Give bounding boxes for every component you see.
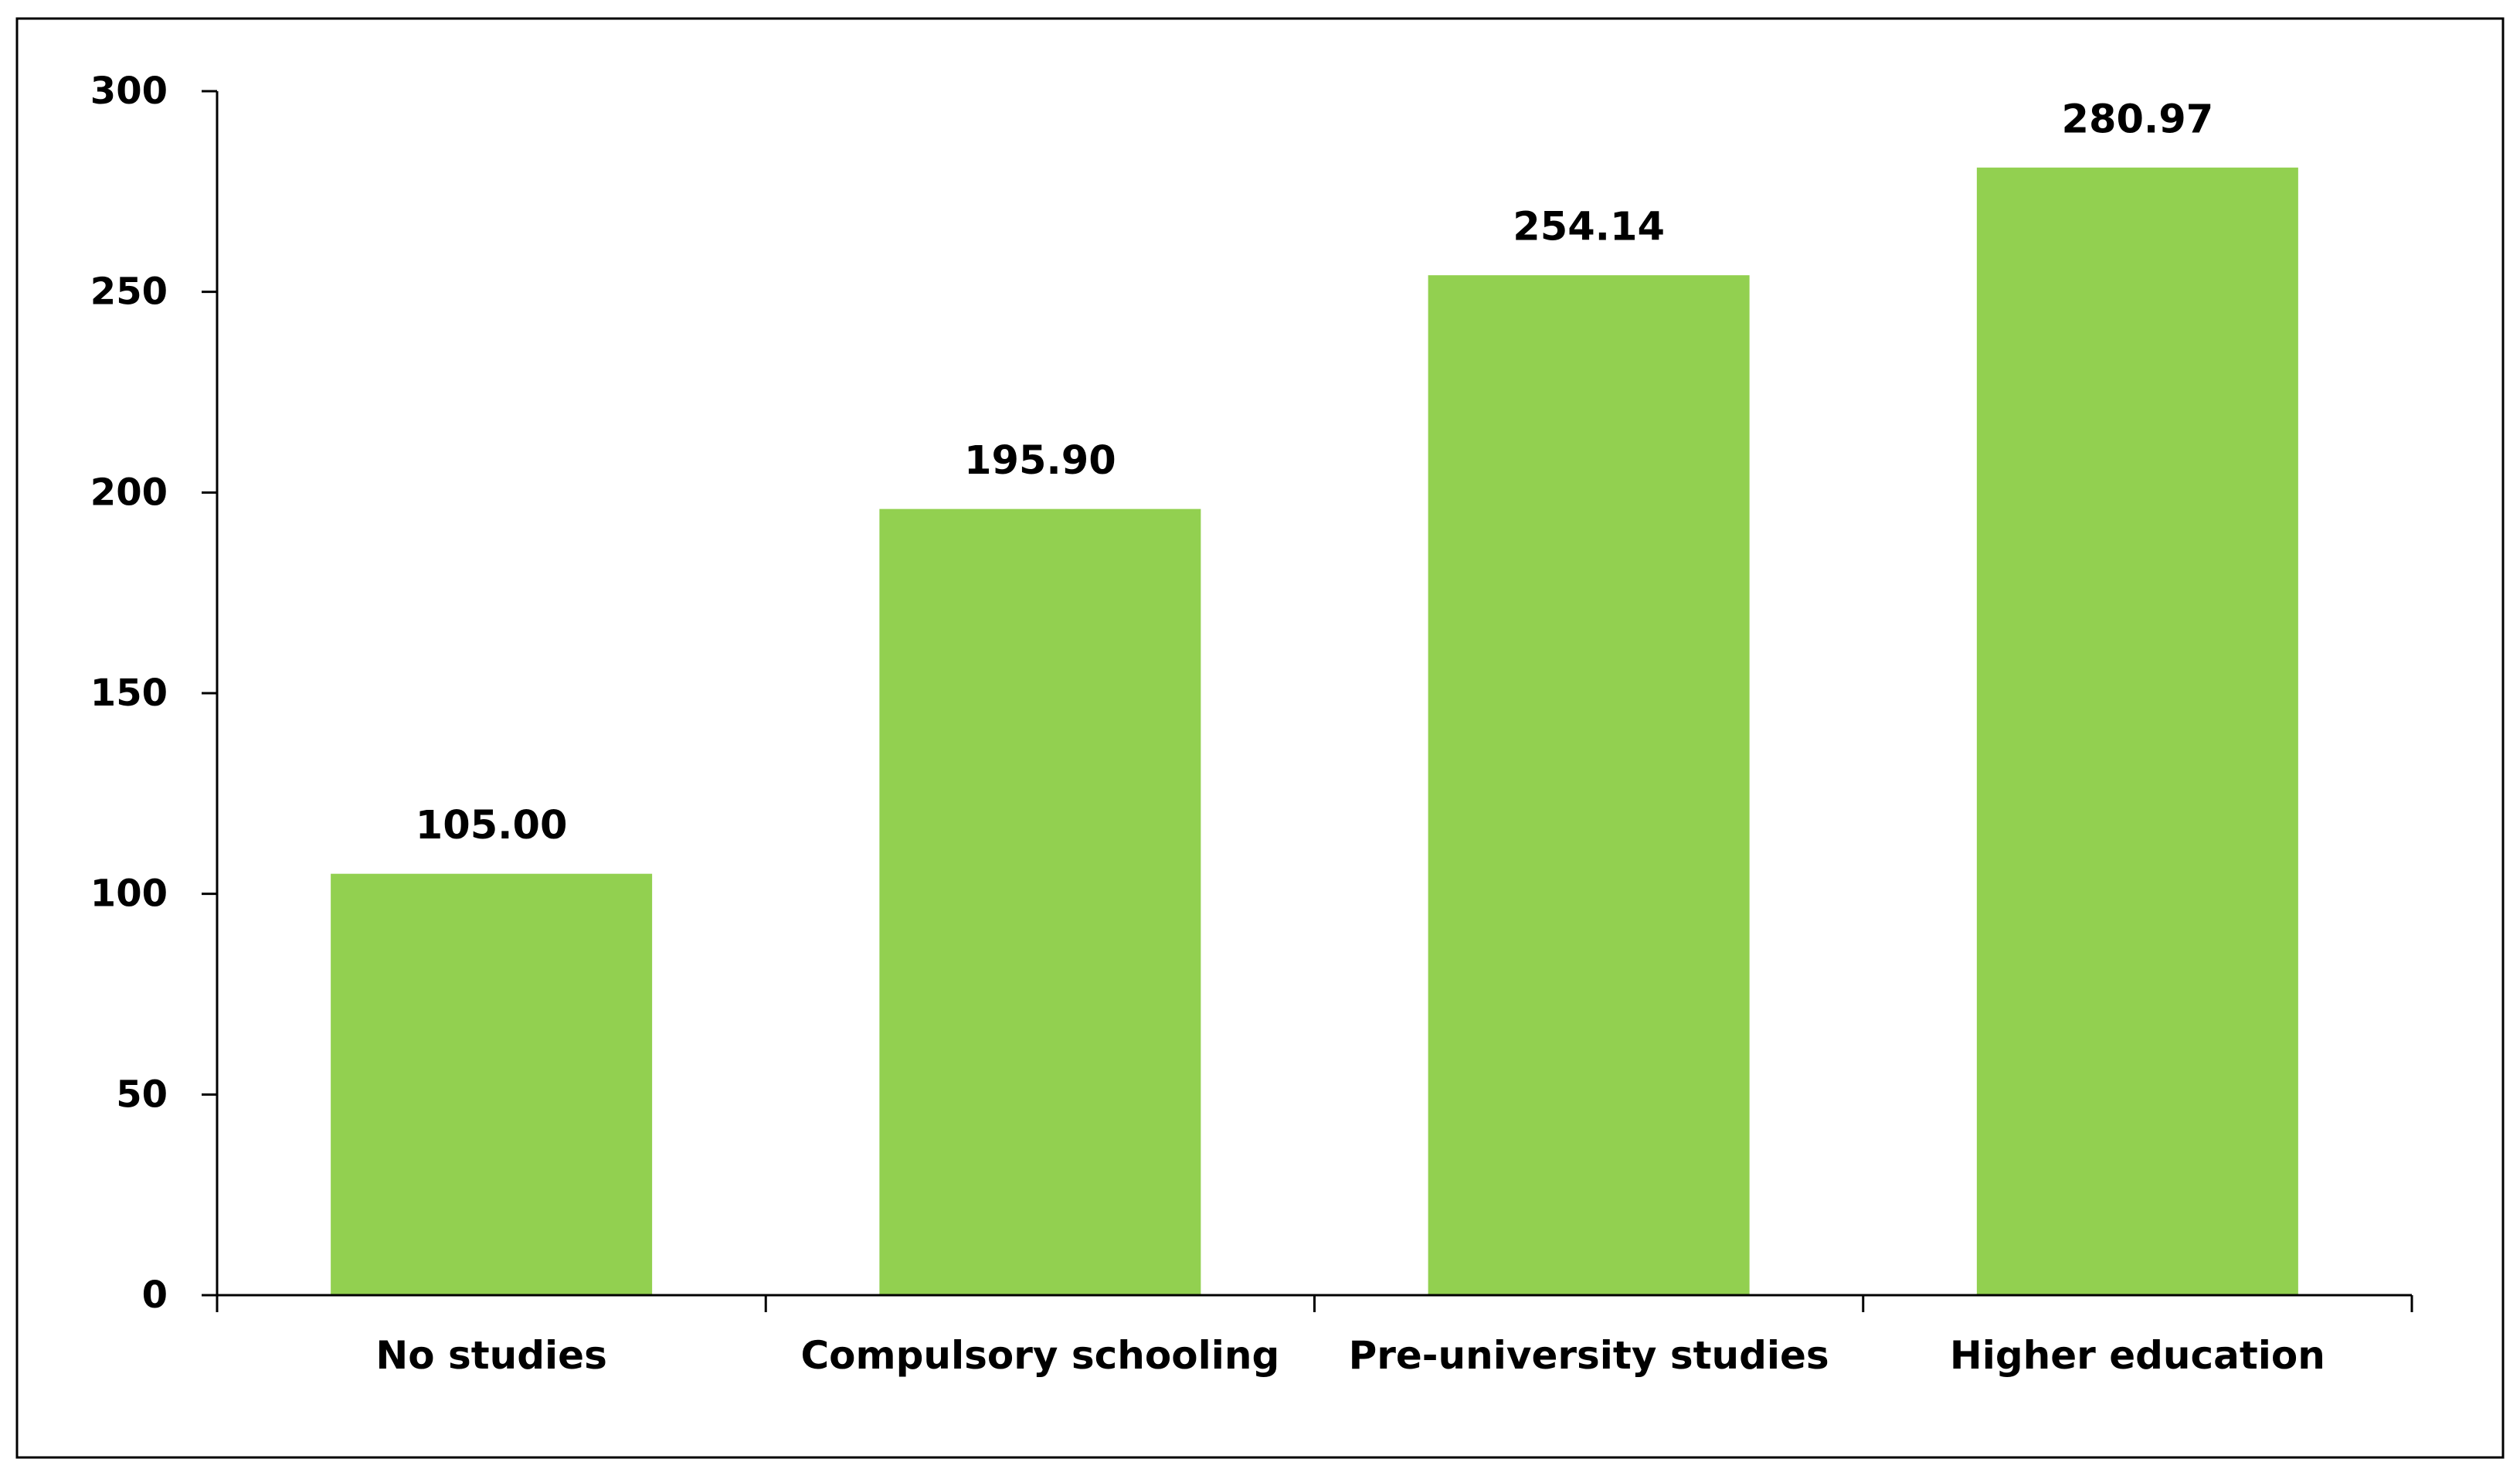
- data-label-2: 254.14: [1513, 205, 1665, 250]
- bar-0: [331, 873, 653, 1295]
- y-tick-label-2: 100: [90, 872, 168, 916]
- data-label-0: 105.00: [416, 803, 568, 849]
- bar-2: [1428, 275, 1750, 1295]
- y-tick-label-5: 250: [90, 270, 168, 314]
- data-label-1: 195.90: [964, 438, 1116, 484]
- y-tick-label-1: 50: [116, 1073, 168, 1116]
- category-label-1: Compulsory schooling: [800, 1333, 1279, 1378]
- y-tick-label-4: 200: [90, 471, 168, 514]
- category-label-2: Pre-university studies: [1349, 1333, 1829, 1378]
- y-tick-label-0: 0: [142, 1274, 168, 1317]
- category-label-3: Higher education: [1950, 1333, 2325, 1378]
- bar-3: [1976, 167, 2298, 1296]
- y-tick-label-6: 300: [90, 70, 168, 113]
- bars-layer: [331, 167, 2298, 1296]
- axes-layer: [202, 90, 2413, 1312]
- category-label-0: No studies: [375, 1333, 606, 1378]
- labels-layer: 0 50 100 150 200 250 300 No studies Compulsory s…: [90, 70, 2325, 1378]
- data-label-3: 280.97: [2061, 97, 2213, 142]
- y-tick-label-3: 150: [90, 672, 168, 715]
- bar-1: [879, 508, 1201, 1295]
